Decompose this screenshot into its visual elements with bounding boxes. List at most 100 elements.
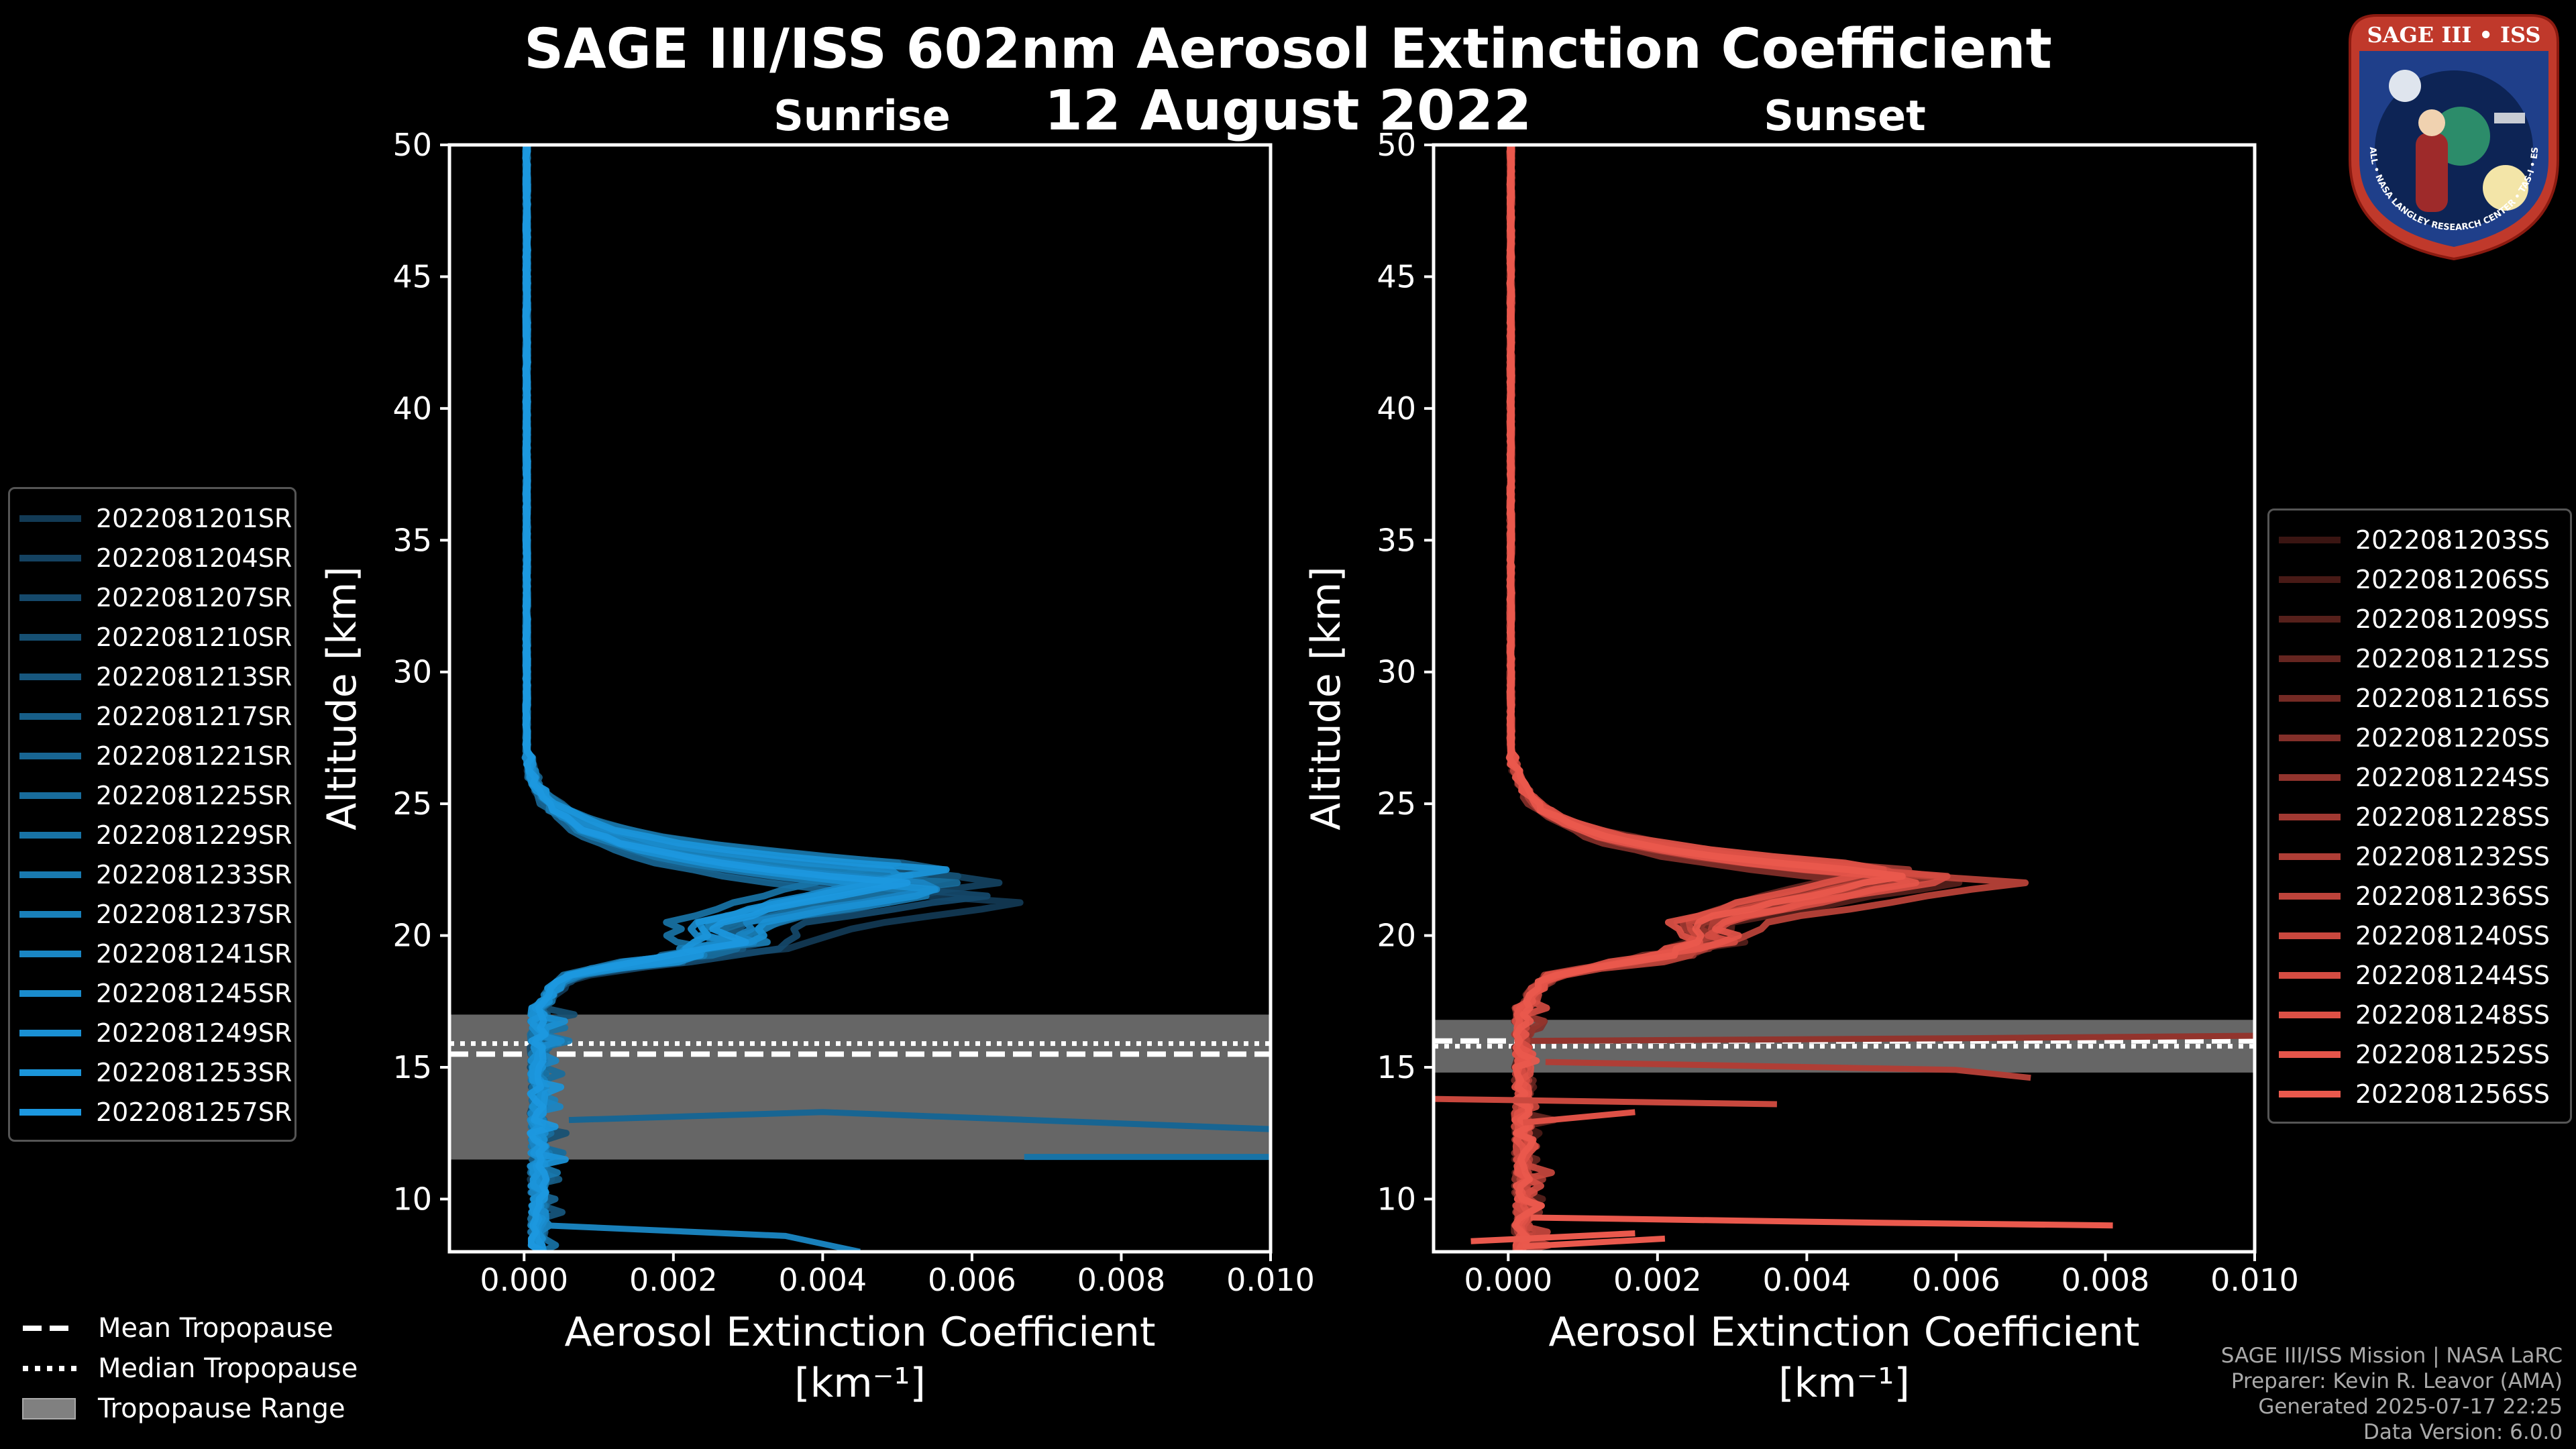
sunset-series-2022081220SS xyxy=(1506,145,1888,1252)
tropopause-legend-mean: Mean Tropopause xyxy=(20,1308,358,1348)
legend-item: 2022081237SR xyxy=(10,894,294,934)
legend-swatch xyxy=(19,1029,81,1036)
legend-item: 2022081206SS xyxy=(2269,559,2570,599)
dashed-line-icon xyxy=(23,1326,76,1331)
legend-item: 2022081241SR xyxy=(10,934,294,973)
legend-swatch xyxy=(19,752,81,759)
sunset-xtick-label: 0.010 xyxy=(2210,1262,2299,1298)
legend-swatch xyxy=(19,1069,81,1076)
logo-title: SAGE III • ISS xyxy=(2367,22,2541,48)
tropopause-legend-range: Tropopause Range xyxy=(20,1389,358,1429)
legend-swatch xyxy=(2279,576,2341,583)
legend-label: 2022081232SS xyxy=(2355,841,2551,871)
sunrise-ytick-label: 15 xyxy=(392,1049,432,1085)
sunrise-ylabel: Altitude [km] xyxy=(319,566,366,830)
sunset-xlabel: Aerosol Extinction Coefficient xyxy=(1549,1309,2140,1356)
legend-label: 2022081248SS xyxy=(2355,1000,2551,1030)
legend-item: 2022081252SS xyxy=(2269,1034,2570,1074)
sunset-ytick-label: 40 xyxy=(1377,390,1416,427)
legend-label: 2022081212SS xyxy=(2355,643,2551,674)
sunset-outlier-4 xyxy=(1530,1214,2113,1229)
sunrise-xtick-label: 0.000 xyxy=(480,1262,568,1298)
legend-label: 2022081228SS xyxy=(2355,802,2551,832)
legend-label: 2022081221SR xyxy=(96,741,292,771)
sunrise-ytick-label: 25 xyxy=(392,786,432,822)
gray-rect-icon xyxy=(22,1398,76,1419)
sunset-legend: 2022081203SS 2022081206SS 2022081209SS 2022… xyxy=(2267,508,2572,1124)
legend-item: 2022081229SR xyxy=(10,815,294,855)
legend-item: 2022081244SS xyxy=(2269,955,2570,995)
tropopause-legend-median-label: Median Tropopause xyxy=(98,1353,358,1384)
sunset-series-2022081244SS xyxy=(1506,145,1951,1252)
sunset-xtick-label: 0.002 xyxy=(1613,1262,1702,1298)
sunset-ytick-label: 35 xyxy=(1377,522,1416,558)
sunset-outlier-0 xyxy=(1530,1032,2255,1044)
legend-label: 2022081201SR xyxy=(96,503,292,533)
legend-item: 2022081216SS xyxy=(2269,678,2570,718)
sunrise-tropopause-range xyxy=(449,1014,1271,1160)
legend-label: 2022081213SR xyxy=(96,661,292,692)
sunrise-xtick-label: 0.004 xyxy=(779,1262,867,1298)
legend-swatch xyxy=(2279,813,2341,820)
sun-icon xyxy=(2483,165,2528,211)
sunset-outlier-3 xyxy=(1523,1109,1635,1126)
sunset-xtick-label: 0.000 xyxy=(1464,1262,1552,1298)
sunrise-ytick-label: 35 xyxy=(392,522,432,558)
legend-label: 2022081206SS xyxy=(2355,564,2551,594)
legend-label: 2022081207SR xyxy=(96,582,292,612)
legend-label: 2022081204SR xyxy=(96,543,292,573)
sunrise-ytick-label: 20 xyxy=(392,918,432,954)
legend-label: 2022081236SS xyxy=(2355,881,2551,911)
sunrise-plot-area xyxy=(449,145,1271,1252)
sunrise-series-2022081257SR xyxy=(522,145,911,1252)
legend-swatch xyxy=(2279,892,2341,900)
sunset-axes-frame xyxy=(1432,143,2257,1254)
sunset-series-2022081248SS xyxy=(1506,145,1887,1252)
sunset-ytick-label: 15 xyxy=(1377,1049,1416,1085)
legend-label: 2022081217SR xyxy=(96,701,292,731)
legend-swatch xyxy=(19,633,81,641)
sunset-outlier-5 xyxy=(1470,1230,1635,1244)
legend-label: 2022081229SR xyxy=(96,820,292,850)
sunset-series-2022081232SS xyxy=(1506,145,1911,1252)
sunset-ylabel: Altitude [km] xyxy=(1303,566,1350,830)
legend-swatch xyxy=(19,554,81,561)
sunset-outlier-1 xyxy=(1545,1059,2031,1081)
legend-swatch xyxy=(2279,734,2341,741)
legend-item: 2022081233SR xyxy=(10,855,294,894)
legend-item: 2022081213SR xyxy=(10,657,294,696)
tropopause-legend: Mean Tropopause Median Tropopause Tropop… xyxy=(20,1308,358,1429)
legend-swatch xyxy=(19,831,81,839)
sunrise-ytick-label: 10 xyxy=(392,1181,432,1217)
wizard-head-icon xyxy=(2418,109,2445,136)
sunset-series-2022081240SS xyxy=(1506,145,1907,1252)
tropopause-legend-mean-label: Mean Tropopause xyxy=(98,1313,333,1344)
legend-item: 2022081204SR xyxy=(10,538,294,578)
legend-swatch xyxy=(2279,1011,2341,1018)
sunset-series-2022081236SS xyxy=(1506,145,2029,1252)
legend-item: 2022081217SR xyxy=(10,696,294,736)
legend-item: 2022081232SS xyxy=(2269,837,2570,876)
sunset-ytick-label: 30 xyxy=(1377,654,1416,690)
sunset-series-2022081216SS xyxy=(1506,145,1919,1252)
sunrise-ytick-label: 40 xyxy=(392,390,432,427)
legend-label: 2022081252SS xyxy=(2355,1039,2551,1069)
sunrise-outlier-2 xyxy=(546,1222,861,1252)
sunrise-xlabel-unit: [km⁻¹] xyxy=(794,1360,926,1407)
sunset-series-2022081206SS xyxy=(1506,145,1897,1252)
footer-mission: SAGE III/ISS Mission | NASA LaRC xyxy=(2220,1344,2563,1368)
legend-item: 2022081236SS xyxy=(2269,876,2570,916)
legend-swatch xyxy=(2279,971,2341,979)
legend-item: 2022081256SS xyxy=(2269,1074,2570,1114)
sunrise-outlier-0 xyxy=(568,1109,1271,1132)
legend-item: 2022081220SS xyxy=(2269,718,2570,757)
legend-label: 2022081209SS xyxy=(2355,604,2551,634)
sunset-subtitle: Sunset xyxy=(1764,91,1926,140)
sunrise-xtick-label: 0.006 xyxy=(928,1262,1016,1298)
footer-version: Data Version: 6.0.0 xyxy=(2363,1420,2563,1444)
legend-item: 2022081207SR xyxy=(10,578,294,617)
legend-swatch xyxy=(19,673,81,680)
sunset-xtick-label: 0.006 xyxy=(1912,1262,2000,1298)
sunrise-axes-frame xyxy=(447,143,1273,1254)
